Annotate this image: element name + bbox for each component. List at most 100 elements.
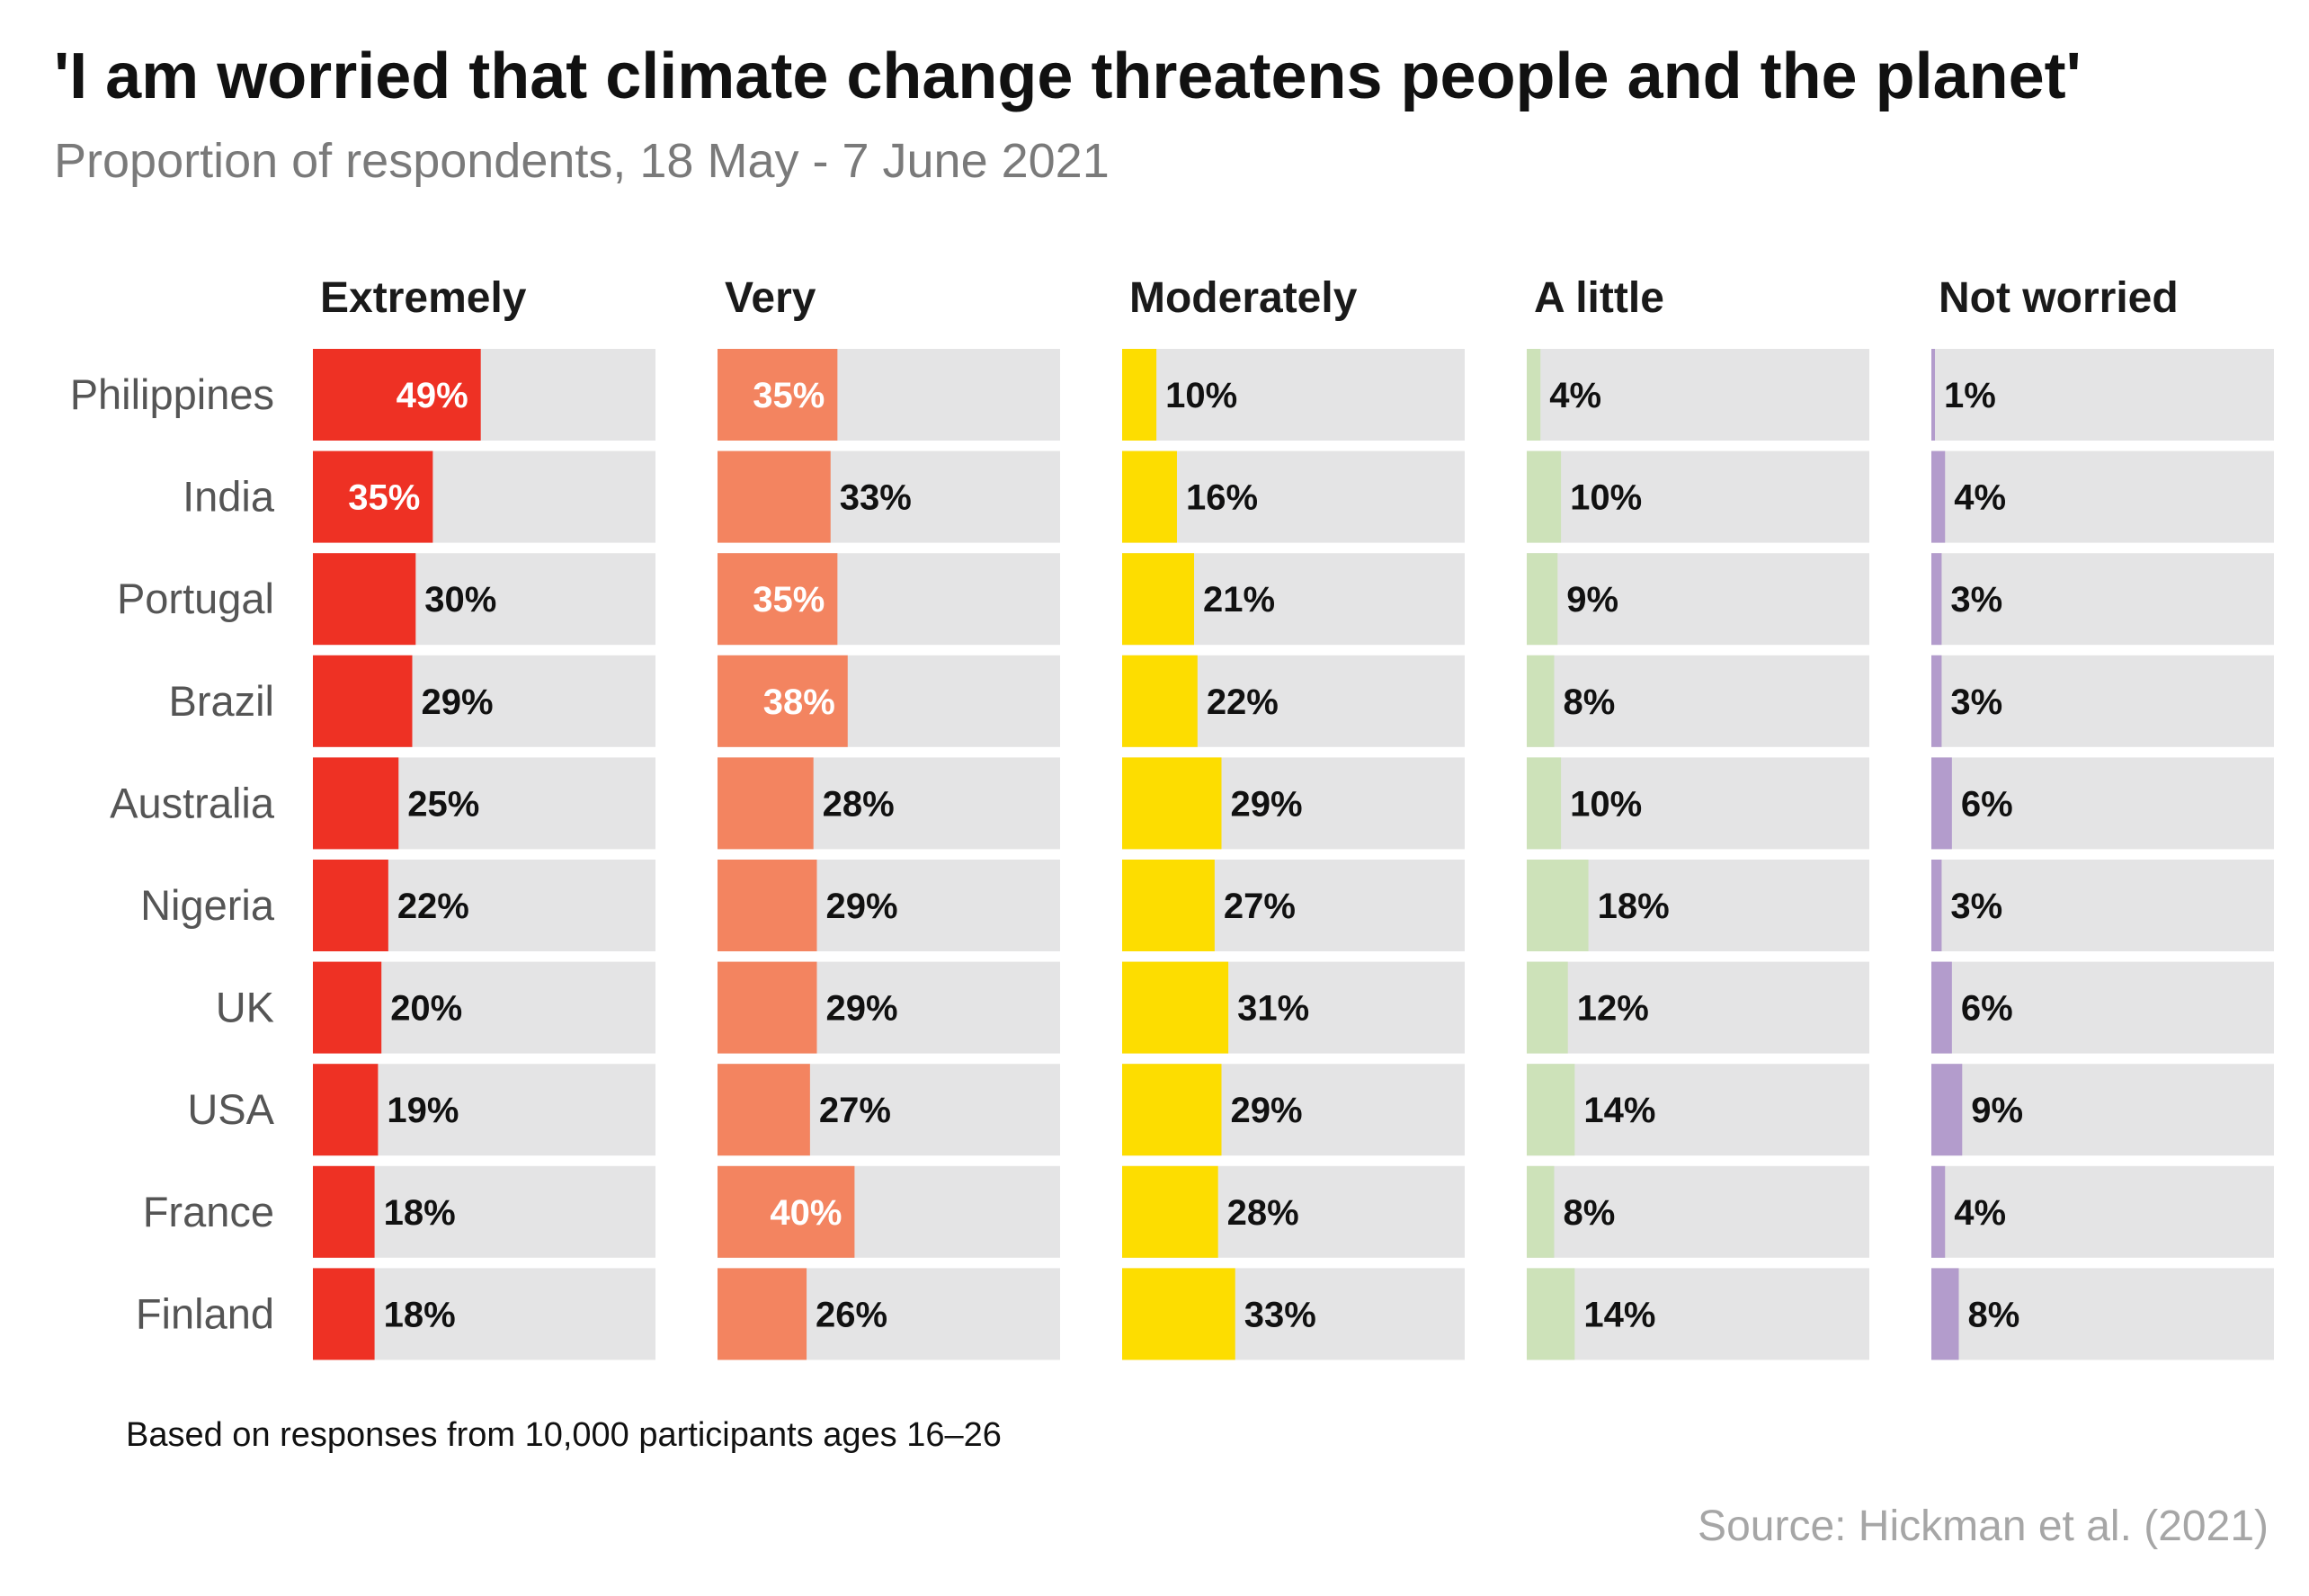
bar-extremely-usa bbox=[313, 1064, 379, 1156]
value-label-a-little-finland: 14% bbox=[1583, 1295, 1655, 1334]
bar-moderately-uk bbox=[1122, 961, 1229, 1054]
source-credit: Source: Hickman et al. (2021) bbox=[1698, 1502, 2269, 1550]
bar-not-worried-portugal bbox=[1931, 553, 1942, 646]
row-label-nigeria: Nigeria bbox=[140, 881, 275, 929]
value-label-very-portugal: 35% bbox=[753, 580, 825, 620]
bar-track bbox=[1527, 553, 1869, 646]
chart-subtitle: Proportion of respondents, 18 May - 7 Ju… bbox=[54, 134, 1110, 188]
bar-extremely-france bbox=[313, 1165, 375, 1258]
bar-very-usa bbox=[718, 1064, 810, 1156]
bar-track bbox=[1527, 1165, 1869, 1258]
bar-moderately-australia bbox=[1122, 757, 1222, 850]
value-label-not-worried-india: 4% bbox=[1954, 478, 2006, 518]
bar-not-worried-usa bbox=[1931, 1064, 1963, 1156]
value-label-not-worried-philippines: 1% bbox=[1944, 376, 1996, 415]
value-label-moderately-finland: 33% bbox=[1244, 1295, 1316, 1334]
column-header-not-worried: Not worried bbox=[1939, 274, 2179, 322]
value-label-very-nigeria: 29% bbox=[825, 887, 897, 926]
value-label-extremely-philippines: 49% bbox=[397, 376, 468, 415]
column-header-extremely: Extremely bbox=[320, 274, 527, 322]
bar-not-worried-india bbox=[1931, 450, 1946, 543]
bar-a-little-france bbox=[1527, 1165, 1555, 1258]
bar-extremely-philippines bbox=[313, 349, 481, 441]
bar-not-worried-philippines bbox=[1931, 349, 1935, 441]
value-label-very-uk: 29% bbox=[825, 989, 897, 1029]
bar-track bbox=[1931, 349, 2274, 441]
column-header-moderately: Moderately bbox=[1129, 274, 1358, 322]
bar-extremely-nigeria bbox=[313, 860, 388, 951]
value-label-moderately-france: 28% bbox=[1227, 1193, 1299, 1233]
bar-track bbox=[1931, 1268, 2274, 1360]
bar-very-finland bbox=[718, 1268, 807, 1360]
value-label-a-little-australia: 10% bbox=[1570, 784, 1642, 824]
column-header-a-little: A little bbox=[1534, 274, 1664, 322]
value-label-very-philippines: 35% bbox=[753, 376, 825, 415]
bar-a-little-australia bbox=[1527, 757, 1562, 850]
value-label-a-little-portugal: 9% bbox=[1566, 580, 1618, 620]
chart-title: 'I am worried that climate change threat… bbox=[54, 40, 2082, 112]
row-label-france: France bbox=[143, 1188, 274, 1235]
value-label-moderately-australia: 29% bbox=[1230, 784, 1302, 824]
value-label-extremely-france: 18% bbox=[384, 1193, 456, 1233]
bar-extremely-india bbox=[313, 450, 433, 543]
bar-track bbox=[1527, 757, 1869, 850]
bar-very-australia bbox=[718, 757, 814, 850]
bar-track bbox=[1931, 1165, 2274, 1258]
value-label-a-little-france: 8% bbox=[1563, 1193, 1615, 1233]
bar-a-little-nigeria bbox=[1527, 860, 1589, 951]
bar-track bbox=[1527, 1268, 1869, 1360]
value-label-moderately-uk: 31% bbox=[1237, 989, 1309, 1029]
bar-track bbox=[1527, 961, 1869, 1054]
bar-track bbox=[1931, 450, 2274, 543]
row-label-australia: Australia bbox=[110, 779, 275, 826]
bar-extremely-brazil bbox=[313, 655, 413, 747]
bar-track bbox=[1931, 553, 2274, 646]
value-label-very-usa: 27% bbox=[819, 1091, 891, 1130]
bar-not-worried-nigeria bbox=[1931, 860, 1942, 951]
value-label-not-worried-nigeria: 3% bbox=[1950, 887, 2002, 926]
bar-not-worried-finland bbox=[1931, 1268, 1959, 1360]
bar-moderately-france bbox=[1122, 1165, 1218, 1258]
row-label-philippines: Philippines bbox=[70, 370, 274, 418]
bar-a-little-finland bbox=[1527, 1268, 1575, 1360]
bar-track bbox=[1931, 655, 2274, 747]
bar-moderately-nigeria bbox=[1122, 860, 1215, 951]
bar-track bbox=[1527, 1064, 1869, 1156]
bar-moderately-portugal bbox=[1122, 553, 1195, 646]
bar-a-little-philippines bbox=[1527, 349, 1541, 441]
bar-track bbox=[1931, 860, 2274, 951]
bar-track bbox=[1527, 450, 1869, 543]
value-label-a-little-nigeria: 18% bbox=[1598, 887, 1670, 926]
value-label-a-little-india: 10% bbox=[1570, 478, 1642, 518]
footnote: Based on responses from 10,000 participa… bbox=[126, 1416, 1002, 1454]
value-label-moderately-nigeria: 27% bbox=[1224, 887, 1296, 926]
value-label-extremely-brazil: 29% bbox=[421, 682, 493, 722]
bar-very-france bbox=[718, 1165, 855, 1258]
value-label-not-worried-france: 4% bbox=[1954, 1193, 2006, 1233]
value-label-moderately-india: 16% bbox=[1186, 478, 1258, 518]
bar-track bbox=[1122, 450, 1465, 543]
value-label-not-worried-finland: 8% bbox=[1967, 1295, 2019, 1334]
bar-not-worried-uk bbox=[1931, 961, 1952, 1054]
value-label-extremely-india: 35% bbox=[348, 478, 420, 518]
value-label-not-worried-brazil: 3% bbox=[1950, 682, 2002, 722]
bar-track bbox=[1527, 349, 1869, 441]
bar-a-little-portugal bbox=[1527, 553, 1558, 646]
value-label-a-little-uk: 12% bbox=[1577, 989, 1649, 1029]
row-label-india: India bbox=[183, 473, 275, 521]
bar-moderately-brazil bbox=[1122, 655, 1198, 747]
bar-very-philippines bbox=[718, 349, 838, 441]
bar-track bbox=[1931, 757, 2274, 850]
value-label-extremely-nigeria: 22% bbox=[397, 887, 469, 926]
small-multiples-bar-chart: Philippines India Portugal Brazil Australia N… bbox=[70, 274, 2274, 1360]
value-label-moderately-usa: 29% bbox=[1230, 1091, 1302, 1130]
value-label-not-worried-australia: 6% bbox=[1961, 784, 2013, 824]
bar-moderately-finland bbox=[1122, 1268, 1235, 1360]
value-label-moderately-brazil: 22% bbox=[1207, 682, 1279, 722]
bar-not-worried-brazil bbox=[1931, 655, 1942, 747]
bar-not-worried-france bbox=[1931, 1165, 1946, 1258]
bar-extremely-australia bbox=[313, 757, 399, 850]
bar-very-india bbox=[718, 450, 831, 543]
value-label-moderately-portugal: 21% bbox=[1203, 580, 1275, 620]
value-label-a-little-brazil: 8% bbox=[1563, 682, 1615, 722]
